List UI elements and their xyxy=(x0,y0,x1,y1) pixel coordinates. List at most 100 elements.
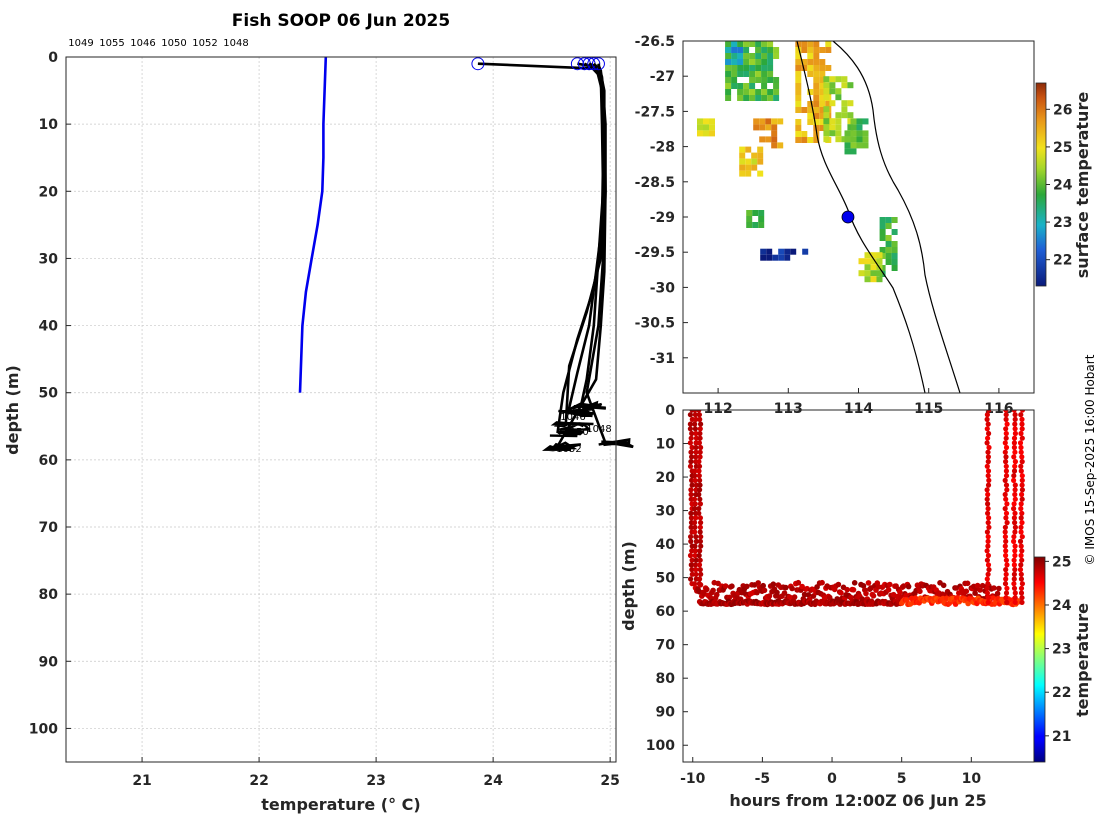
sst-cell xyxy=(755,77,762,83)
time-depth-point xyxy=(984,412,991,418)
time-depth-point xyxy=(693,416,699,422)
time-depth-point xyxy=(689,454,695,460)
sst-cell xyxy=(862,130,869,137)
time-depth-point xyxy=(795,579,802,586)
time-depth-point xyxy=(863,590,869,597)
time-depth-point xyxy=(996,585,1002,592)
time-depth-point xyxy=(974,582,981,589)
sst-cell xyxy=(731,47,738,53)
map-ytick-label: -28.5 xyxy=(635,175,675,191)
time-depth-point xyxy=(985,435,991,441)
sst-cell xyxy=(743,89,750,95)
time-depth-point xyxy=(697,454,703,460)
time-depth-point xyxy=(1011,440,1018,446)
time-depth-point xyxy=(1019,520,1025,526)
time-depth-point xyxy=(691,581,698,587)
time-depth-point xyxy=(1003,416,1009,422)
profile-axes-box xyxy=(65,56,617,763)
sst-cell xyxy=(784,254,791,261)
time-depth-point xyxy=(696,510,702,516)
time-depth-point xyxy=(917,588,923,595)
sst-cell xyxy=(755,71,762,77)
sst-cell xyxy=(745,170,752,177)
sst-cell xyxy=(823,136,830,143)
time-depth-point xyxy=(1003,435,1009,441)
sst-cell xyxy=(697,130,703,137)
sst-cell xyxy=(813,137,820,143)
cast-profile-line xyxy=(585,63,607,444)
sst-cell xyxy=(819,119,826,125)
time-depth-point xyxy=(693,454,699,460)
sst-colorbar-ticklabel: 22 xyxy=(1053,253,1072,269)
cast-bottom-trace xyxy=(541,441,582,452)
time-depth-point xyxy=(1002,581,1009,587)
sst-cell xyxy=(813,59,820,65)
time-depth-point xyxy=(1019,496,1025,502)
time-depth-point xyxy=(1018,515,1024,521)
sst-cell xyxy=(709,124,715,131)
sst-cell xyxy=(813,47,820,53)
temperature-colorbar-ticklabel: 23 xyxy=(1052,642,1071,658)
cast-number-top: 1046 xyxy=(130,38,155,49)
cast-number-top: 1055 xyxy=(99,38,124,49)
sst-cell xyxy=(773,47,780,53)
time-depth-point xyxy=(1019,491,1025,498)
sst-cell xyxy=(813,113,820,119)
sst-cell xyxy=(823,82,830,89)
profile-ytick-label: 30 xyxy=(39,251,59,267)
profile-series xyxy=(298,56,634,452)
sst-cell xyxy=(807,47,814,53)
time-depth-point xyxy=(1018,506,1024,512)
time-depth-point xyxy=(1002,440,1008,446)
time-depth-point xyxy=(789,585,795,592)
sst-cell xyxy=(835,130,842,137)
time-depth-point xyxy=(688,449,694,455)
sst-cell xyxy=(767,71,774,77)
sst-cell xyxy=(858,270,865,277)
time-depth-point xyxy=(1003,548,1009,554)
map-ytick-label: -26.5 xyxy=(635,34,675,50)
sst-cell xyxy=(847,124,854,131)
time-depth-point xyxy=(692,468,698,474)
time-depth-point xyxy=(687,412,694,418)
time-depth-point xyxy=(835,581,842,588)
map-xtick-label: 112 xyxy=(703,401,732,417)
sst-cell xyxy=(879,229,886,235)
time-depth-ytick-label: 60 xyxy=(656,604,676,620)
time-depth-point xyxy=(697,501,704,507)
sst-cell xyxy=(771,130,778,137)
sst-cell xyxy=(864,270,871,277)
sst-cell xyxy=(801,47,808,53)
time-depth-point xyxy=(697,529,703,535)
sst-cell xyxy=(755,89,762,95)
sst-cell xyxy=(766,248,773,255)
sst-cell xyxy=(841,112,848,119)
sst-cell xyxy=(801,137,808,143)
time-depth-point xyxy=(791,594,798,600)
time-depth-point xyxy=(1012,416,1018,422)
sst-cell xyxy=(772,254,779,261)
map-ytick-label: -28 xyxy=(650,140,675,156)
sst-cell xyxy=(856,118,863,125)
time-depth-point xyxy=(696,463,703,469)
time-depth-point xyxy=(870,593,877,599)
sst-cell xyxy=(745,164,752,171)
cast-number-top: 1052 xyxy=(192,38,217,49)
time-depth-point xyxy=(1011,477,1017,483)
profile-grid xyxy=(66,56,616,762)
time-depth-point xyxy=(1012,567,1018,573)
sst-cell xyxy=(795,83,802,89)
time-depth-point xyxy=(692,543,698,549)
sst-cell xyxy=(864,264,871,271)
sst-cell xyxy=(753,124,760,131)
sst-cell xyxy=(870,252,877,259)
profile-ytick-label: 20 xyxy=(39,184,59,200)
time-depth-point xyxy=(1011,506,1017,512)
sst-cell xyxy=(879,247,886,253)
sst-cell xyxy=(731,53,738,59)
time-depth-point xyxy=(985,520,991,526)
sst-cell xyxy=(807,41,814,47)
time-depth-point xyxy=(783,584,789,591)
sst-cell xyxy=(813,77,820,83)
time-depth-point xyxy=(693,430,699,437)
